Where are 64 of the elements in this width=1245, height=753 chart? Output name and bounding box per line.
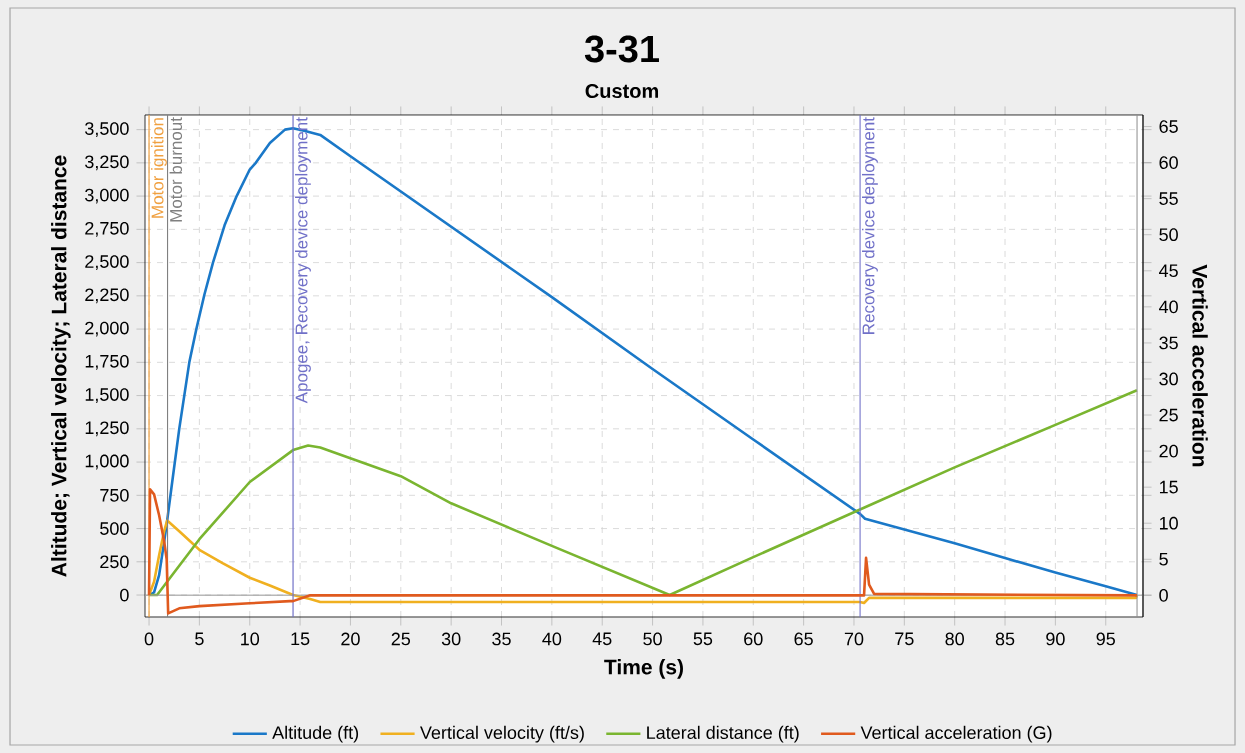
y-tick-label: 3,000 (85, 188, 129, 204)
x-tick-label: 65 (794, 632, 813, 646)
legend-label: Vertical acceleration (G) (860, 725, 1052, 743)
y2-tick-label: 45 (1159, 264, 1178, 278)
x-tick-label: 95 (1096, 632, 1115, 646)
y2-tick-label: 0 (1159, 588, 1168, 602)
y2-tick-label: 20 (1159, 444, 1178, 458)
y2-tick-label: 55 (1159, 192, 1178, 205)
ref-line-label: Motor ignition (151, 118, 167, 218)
y2-tick-label: 60 (1159, 156, 1178, 169)
y2-tick-label: 5 (1159, 553, 1168, 566)
x-tick-label: 35 (492, 632, 511, 646)
y-tick-label: 1,750 (85, 354, 129, 370)
y-tick-label: 250 (100, 555, 129, 569)
x-tick-label: 10 (241, 632, 260, 646)
x-tick-label: 40 (542, 632, 562, 646)
y2-tick-label: 40 (1159, 300, 1178, 314)
legend-label: Vertical velocity (ft/s) (420, 725, 584, 743)
y2-tick-label: 50 (1159, 228, 1178, 242)
y-tick-label: 1,250 (85, 421, 129, 437)
line-series (147, 519, 1139, 605)
legend-label: Altitude (ft) (272, 725, 359, 743)
x-tick-label: 5 (195, 632, 204, 646)
x-tick-label: 90 (1046, 632, 1065, 646)
y-tick-label: 2,500 (85, 255, 129, 271)
x-tick-label: 80 (945, 632, 964, 646)
x-tick-label: 60 (744, 632, 763, 646)
chart-subtitle: Custom (585, 83, 659, 99)
x-tick-label: 15 (291, 632, 310, 646)
ref-line-label: Recovery device deployment (862, 117, 878, 334)
y2-tick-label: 35 (1159, 336, 1178, 350)
chart-title: 3-31 (584, 35, 659, 63)
y-tick-label: 2,250 (85, 288, 129, 304)
x-tick-label: 75 (895, 632, 914, 646)
x-tick-label: 20 (341, 632, 360, 646)
y-tick-label: 2,750 (85, 221, 129, 237)
x-tick-label: 25 (391, 632, 411, 646)
y-tick-label: 0 (120, 588, 129, 602)
y2-axis-title: Vertical acceleration (1192, 264, 1208, 467)
line-series (147, 488, 1139, 615)
y2-tick-label: 15 (1159, 480, 1178, 494)
x-axis-title: Time (s) (604, 659, 683, 679)
y2-tick-label: 65 (1159, 120, 1178, 133)
y-tick-label: 3,500 (85, 122, 129, 138)
y-tick-label: 2,000 (85, 321, 129, 337)
y-tick-label: 1,500 (85, 388, 129, 403)
y-tick-label: 500 (100, 522, 129, 535)
x-tick-label: 70 (844, 632, 864, 646)
y2-tick-label: 30 (1159, 372, 1178, 386)
x-tick-label: 0 (144, 632, 154, 646)
x-tick-label: 85 (995, 632, 1015, 646)
y-tick-label: 750 (100, 488, 129, 502)
x-tick-label: 45 (592, 632, 612, 646)
y2-tick-label: 10 (1159, 516, 1178, 530)
ref-line-label: Motor burnout (169, 117, 183, 222)
y-tick-label: 1,000 (85, 454, 129, 470)
y-axis-title: Altitude; Vertical velocity; Lateral distance (51, 155, 71, 577)
y2-tick-label: 25 (1159, 408, 1178, 422)
x-tick-label: 50 (643, 632, 662, 646)
x-tick-label: 30 (441, 632, 461, 646)
ref-line-label: Apogee, Recovery device deployment (295, 117, 311, 404)
x-tick-label: 55 (693, 632, 713, 646)
y-tick-label: 3,250 (85, 155, 129, 171)
legend-label: Lateral distance (ft) (647, 725, 799, 743)
